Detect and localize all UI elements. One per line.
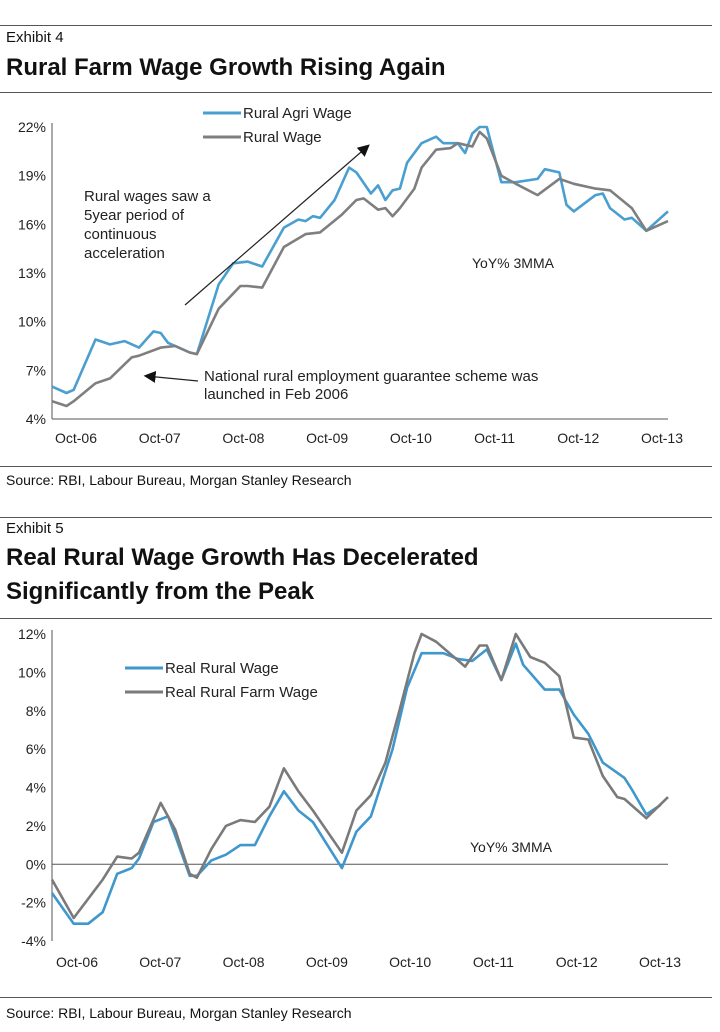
annotation-acceleration-line: continuous bbox=[84, 226, 157, 243]
y-tick-label: 16% bbox=[18, 216, 46, 232]
x-tick-label: Oct-06 bbox=[56, 954, 98, 970]
chart-rural-farm-wage-growth: 4% 7% 10% 13% 16% 19% 22% Oct-06 Oct-07 Oct-08 Oct… bbox=[18, 105, 683, 446]
y-tick-label: 4% bbox=[26, 411, 46, 427]
x-tick-label: Oct-13 bbox=[641, 430, 683, 446]
series-line-rural-agri-wage bbox=[51, 125, 669, 395]
y-tick-label: 22% bbox=[18, 119, 46, 135]
exhibit-5-label: Exhibit 5 bbox=[6, 520, 64, 537]
exhibit-5-title-line1: Real Rural Wage Growth Has Decelerated bbox=[6, 544, 479, 571]
annotation-acceleration-line: 5year period of bbox=[84, 207, 185, 224]
x-tick-label: Oct-13 bbox=[639, 954, 681, 970]
x-tick-label: Oct-12 bbox=[557, 430, 599, 446]
y-tick-label: 10% bbox=[18, 664, 46, 680]
exhibit-4-source: Source: RBI, Labour Bureau, Morgan Stanl… bbox=[6, 472, 352, 488]
x-tick-label: Oct-12 bbox=[556, 954, 598, 970]
series-line-rural-wage bbox=[51, 130, 669, 408]
y-tick-label: -4% bbox=[21, 933, 46, 949]
exhibit-5-source-rule bbox=[0, 997, 712, 998]
exhibit-5-top-rule bbox=[0, 517, 712, 518]
y-tick-label: 12% bbox=[18, 626, 46, 642]
exhibit-4-title: Rural Farm Wage Growth Rising Again bbox=[6, 54, 446, 81]
legend-label: Real Rural Farm Wage bbox=[165, 684, 318, 701]
y-tick-label: 10% bbox=[18, 314, 46, 330]
x-tick-label: Oct-10 bbox=[390, 430, 432, 446]
x-tick-label: Oct-08 bbox=[222, 430, 264, 446]
y-tick-label: 8% bbox=[26, 703, 46, 719]
chart-real-rural-wage-growth: -4% -2% 0% 2% 4% 6% 8% 10% 12% Oct-06 Oct-07 Oct-08… bbox=[18, 626, 681, 970]
x-tick-label: Oct-11 bbox=[474, 430, 515, 446]
legend-label: Real Rural Wage bbox=[165, 660, 279, 677]
y-tick-label: 7% bbox=[26, 362, 46, 378]
yoy-3mma-note: YoY% 3MMA bbox=[470, 839, 553, 855]
x-tick-label: Oct-09 bbox=[306, 430, 348, 446]
acceleration-arrow bbox=[184, 144, 370, 306]
exhibit-4-label: Exhibit 4 bbox=[6, 29, 64, 46]
y-tick-label: 4% bbox=[26, 780, 46, 796]
exhibit-5-title-rule bbox=[0, 618, 712, 619]
exhibit-4-source-rule bbox=[0, 466, 712, 467]
legend-label: Rural Wage bbox=[243, 129, 322, 146]
series-line-real-rural-wage bbox=[50, 642, 662, 926]
y-tick-label: 13% bbox=[18, 265, 46, 281]
exhibit-5-source: Source: RBI, Labour Bureau, Morgan Stanl… bbox=[6, 1005, 352, 1021]
x-tick-label: Oct-07 bbox=[139, 430, 181, 446]
x-tick-label: Oct-06 bbox=[55, 430, 97, 446]
y-tick-label: 19% bbox=[18, 168, 46, 184]
top-rule bbox=[0, 25, 712, 26]
x-tick-label: Oct-09 bbox=[306, 954, 348, 970]
exhibit-4-title-rule bbox=[0, 92, 712, 93]
x-tick-label: Oct-07 bbox=[139, 954, 181, 970]
y-tick-label: 2% bbox=[26, 818, 46, 834]
annotation-scheme-line: launched in Feb 2006 bbox=[204, 386, 348, 403]
legend-label: Rural Agri Wage bbox=[243, 105, 352, 122]
annotation-scheme-line: National rural employment guarantee sche… bbox=[204, 368, 538, 385]
x-tick-label: Oct-10 bbox=[389, 954, 431, 970]
y-tick-label: -2% bbox=[21, 895, 46, 911]
annotation-acceleration-line: Rural wages saw a bbox=[84, 188, 211, 205]
x-tick-label: Oct-08 bbox=[223, 954, 265, 970]
y-tick-label: 6% bbox=[26, 741, 46, 757]
series-line-real-rural-farm-wage bbox=[50, 632, 669, 920]
annotation-acceleration-line: acceleration bbox=[84, 245, 165, 262]
yoy-3mma-note: YoY% 3MMA bbox=[472, 255, 555, 271]
x-tick-label: Oct-11 bbox=[473, 954, 514, 970]
exhibit-5-title-line2: Significantly from the Peak bbox=[6, 578, 315, 605]
scheme-arrow bbox=[143, 370, 199, 383]
y-tick-label: 0% bbox=[26, 856, 46, 872]
